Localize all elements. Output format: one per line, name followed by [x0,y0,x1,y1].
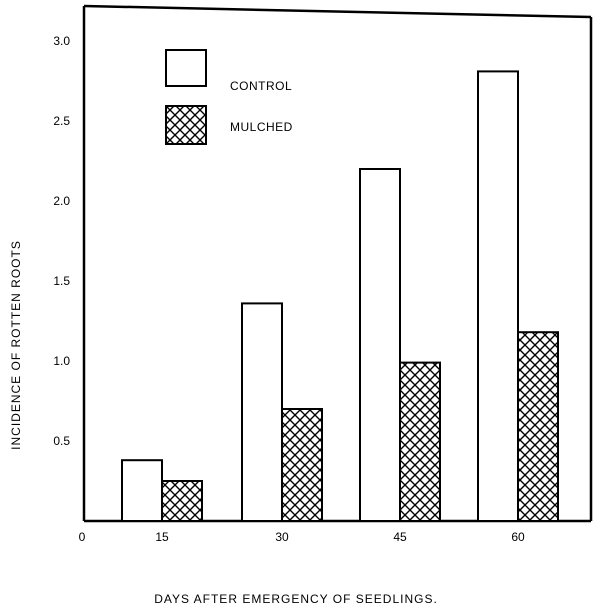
x-tick-label: 15 [155,530,169,544]
x-tick-label: 30 [275,530,289,544]
bars [121,70,559,523]
y-tick-label: 1.0 [53,354,70,368]
x-tick-label: 45 [393,530,407,544]
bar-control-45 [359,168,401,522]
y-tick-label: 2.0 [53,194,70,208]
x-tick-label: 60 [511,530,525,544]
x-tick-label: 0 [79,530,86,544]
bar-control-30 [241,302,283,522]
bar-mulched-30 [281,408,323,522]
bar-mulched-45 [399,361,441,522]
bar-control-60 [477,70,519,523]
x-axis-tick-labels: 0 15 30 45 60 [79,530,525,544]
y-axis-title: INCIDENCE OF ROTTEN ROOTS [9,240,23,450]
bar-mulched-15 [161,480,203,522]
plot-frame-top [83,4,592,19]
x-axis-title: DAYS AFTER EMERGENCY OF SEEDLINGS. [154,592,438,606]
bar-control-15 [121,459,163,523]
bar-mulched-60 [517,331,559,523]
legend-swatch-control [165,49,207,87]
legend: CONTROL MULCHED [165,49,293,145]
legend-label-mulched: MULCHED [230,120,293,134]
legend-label-control: CONTROL [230,79,292,93]
y-tick-label: 1.5 [53,274,70,288]
y-axis-tick-labels: 0.5 1.0 1.5 2.0 2.5 3.0 [53,34,70,448]
y-tick-label: 0.5 [53,434,70,448]
y-tick-label: 2.5 [53,114,70,128]
y-tick-label: 3.0 [53,34,70,48]
legend-swatch-mulched [165,105,207,145]
